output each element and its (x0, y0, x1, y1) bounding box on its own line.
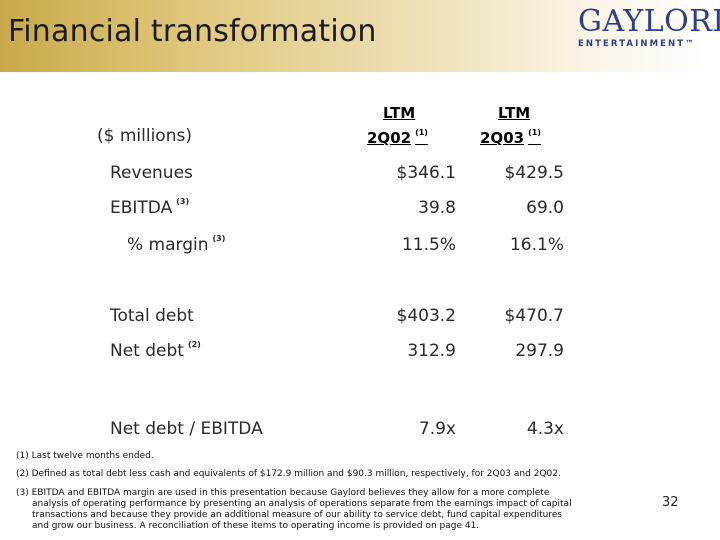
units-label: ($ millions) (97, 126, 192, 146)
footnote-ref: (3) (212, 234, 226, 244)
footnote-ref: (1) (415, 128, 428, 137)
row-value-2q02: 312.9 (407, 341, 456, 361)
logo-subtitle: ENTERTAINMENT™ (578, 39, 696, 49)
title-banner: Financial transformation GAYLORD ENTERTA… (0, 0, 720, 72)
row-label: Revenues (110, 163, 193, 183)
row-label: % margin (3) (127, 234, 226, 255)
row-value-2q03: 69.0 (526, 198, 564, 218)
footnote-ref: (3) (176, 197, 190, 207)
row-value-2q03: 4.3x (526, 419, 564, 439)
row-label: Net debt (2) (110, 340, 201, 361)
footnote-ref: (1) (528, 128, 541, 137)
row-value-2q03: 297.9 (515, 341, 564, 361)
page-number: 32 (662, 495, 679, 510)
row-label-text: % margin (127, 235, 209, 255)
row-label: Total debt (110, 306, 194, 326)
row-value-2q03: $470.7 (504, 306, 564, 326)
page-title: Financial transformation (8, 14, 377, 49)
row-label: Net debt / EBITDA (110, 419, 263, 439)
row-value-2q02: 11.5% (401, 235, 456, 255)
logo-wordmark: GAYLORD (578, 4, 720, 39)
row-value-2q02: $346.1 (396, 163, 456, 183)
row-value-2q02: 7.9x (418, 419, 456, 439)
row-value-2q03: $429.5 (504, 163, 564, 183)
row-label-text: Net debt (110, 341, 184, 361)
row-label: EBITDA (3) (110, 197, 190, 218)
footnote-1: (1) Last twelve months ended. (16, 451, 154, 461)
column-header-ltm-2q03: 2Q03 (1) (480, 128, 541, 147)
column-header-ltm-2q02-line1: LTM (383, 104, 416, 122)
column-header-period: 2Q02 (367, 129, 412, 147)
row-label-text: EBITDA (110, 198, 173, 218)
gaylord-logo: GAYLORD ENTERTAINMENT™ (578, 6, 720, 52)
footnote-3-continued: and grow our business. A reconciliation … (32, 521, 480, 531)
row-value-2q03: 16.1% (509, 235, 564, 255)
footnote-3: (3) EBITDA and EBITDA margin are used in… (16, 488, 550, 498)
row-value-2q02: 39.8 (418, 198, 456, 218)
footnote-3-continued: analysis of operating performance by pre… (32, 499, 572, 509)
row-value-2q02: $403.2 (396, 306, 456, 326)
column-header-ltm-2q02: 2Q02 (1) (367, 128, 428, 147)
column-header-ltm-2q03-line1: LTM (498, 104, 531, 122)
footnote-3-continued: transactions and because they provide an… (32, 510, 563, 520)
footnote-ref: (2) (187, 340, 201, 350)
column-header-period: 2Q03 (480, 129, 525, 147)
footnote-2: (2) Defined as total debt less cash and … (16, 469, 561, 479)
